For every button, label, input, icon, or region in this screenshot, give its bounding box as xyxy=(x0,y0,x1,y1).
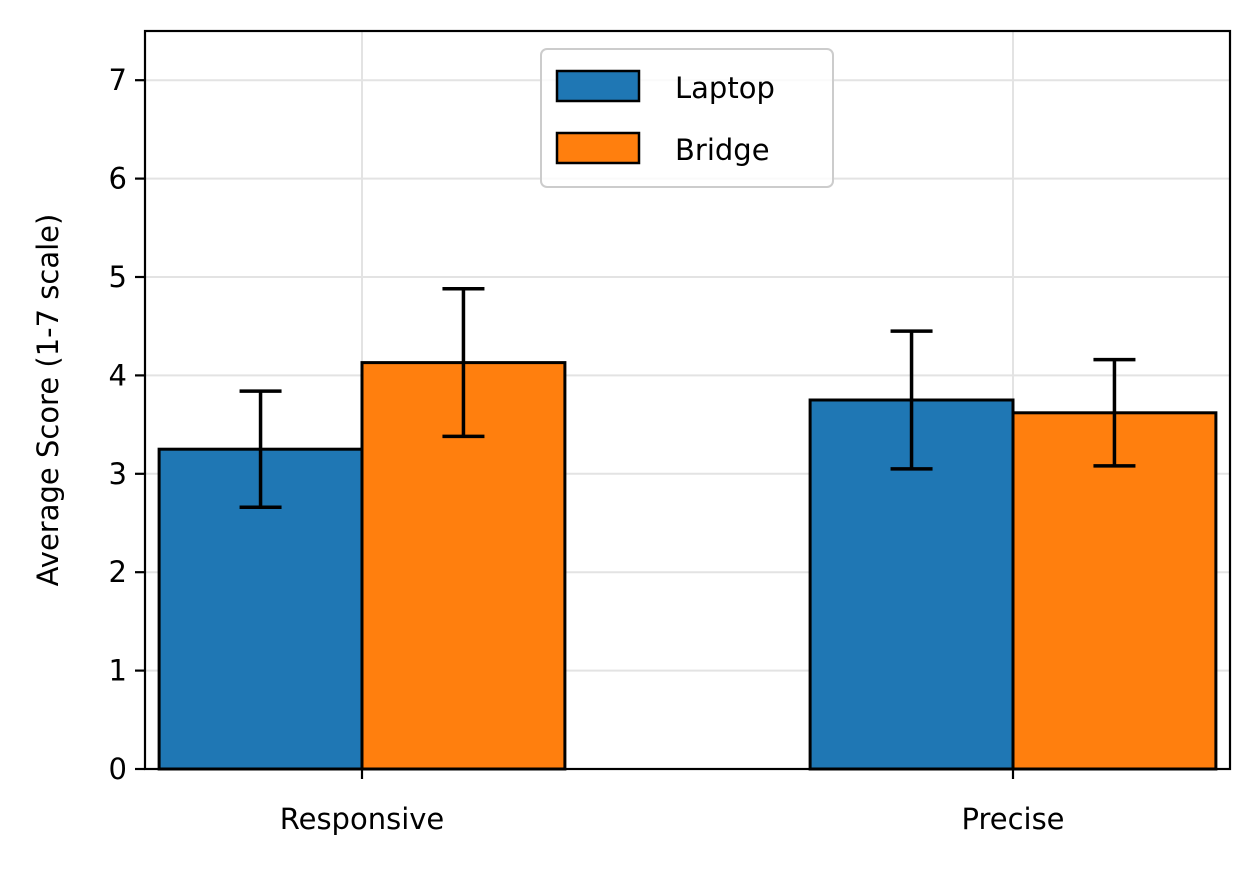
bar-bridge-precise xyxy=(1011,411,1218,771)
y-tick-label: 6 xyxy=(109,162,127,196)
legend: Laptop Bridge xyxy=(540,48,834,188)
y-axis: 0 1 2 3 4 5 6 7 xyxy=(109,63,145,786)
bars xyxy=(157,361,1218,771)
y-tick-label: 2 xyxy=(109,555,127,589)
error-bars xyxy=(239,287,1136,510)
x-axis: Responsive Precise xyxy=(280,769,1065,836)
y-tick-label: 3 xyxy=(109,457,127,491)
y-axis-label: Average Score (1-7 scale) xyxy=(31,214,65,587)
legend-swatch-laptop xyxy=(555,69,641,103)
y-tick-label: 7 xyxy=(109,63,127,97)
plot-frame xyxy=(143,29,1232,771)
y-tick-label: 4 xyxy=(109,358,127,392)
y-tick-label: 1 xyxy=(109,654,127,688)
x-tick-label: Responsive xyxy=(280,802,445,836)
legend-label-bridge: Bridge xyxy=(675,133,770,167)
legend-swatch-bridge xyxy=(555,131,641,165)
legend-label-laptop: Laptop xyxy=(675,71,775,105)
x-tick-label: Precise xyxy=(961,802,1064,836)
y-tick-label: 5 xyxy=(109,260,127,294)
y-tick-label: 0 xyxy=(109,752,127,786)
